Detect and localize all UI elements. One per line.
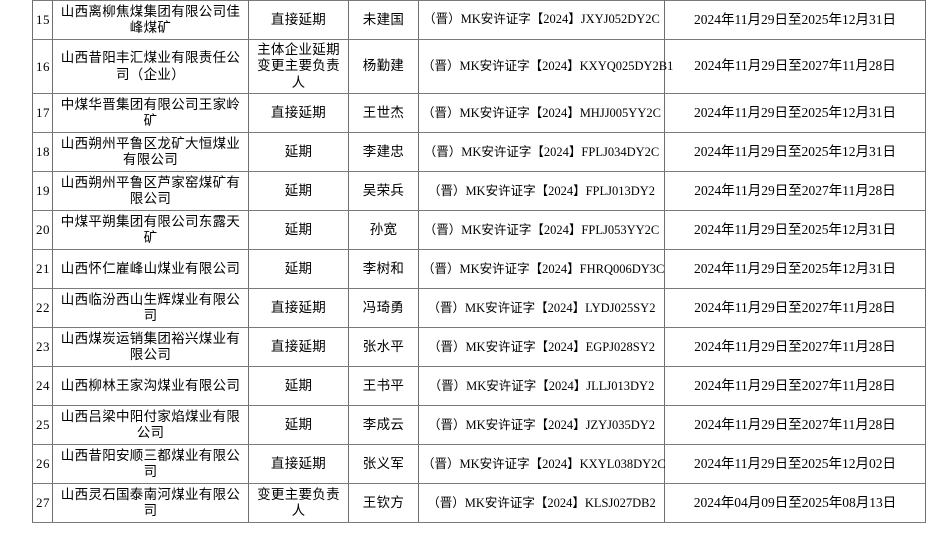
cell-permit-number: （晋）MK安许证字【2024】KXYL038DY2C bbox=[418, 444, 666, 485]
table-row: 15 山西离柳焦煤集团有限公司佳峰煤矿 直接延期 未建国 （晋）MK安许证字【2… bbox=[32, 0, 926, 40]
cell-type: 延期 bbox=[248, 366, 349, 407]
cell-responsible-person: 冯琦勇 bbox=[348, 288, 419, 329]
table-row: 22 山西临汾西山生辉煤业有限公司 直接延期 冯琦勇 （晋）MK安许证字【202… bbox=[32, 288, 926, 329]
cell-enterprise-name: 中煤华晋集团有限公司王家岭矿 bbox=[52, 93, 249, 134]
cell-enterprise-name: 山西朔州平鲁区芦家窑煤矿有限公司 bbox=[52, 171, 249, 212]
cell-validity-period: 2024年11月29日至2027年11月28日 bbox=[664, 171, 926, 212]
cell-responsible-person: 张水平 bbox=[348, 327, 419, 368]
cell-validity-period: 2024年11月29日至2025年12月31日 bbox=[664, 0, 926, 40]
table-row: 20 中煤平朔集团有限公司东露天矿 延期 孙宽 （晋）MK安许证字【2024】F… bbox=[32, 210, 926, 251]
cell-enterprise-name: 山西昔阳丰汇煤业有限责任公司（企业） bbox=[52, 38, 249, 95]
cell-permit-number: （晋）MK安许证字【2024】MHJJ005YY2C bbox=[418, 93, 665, 134]
cell-validity-period: 2024年11月29日至2027年11月28日 bbox=[664, 38, 926, 95]
cell-type: 直接延期 bbox=[248, 93, 349, 134]
cell-permit-number: （晋）MK安许证字【2024】FPLJ053YY2C bbox=[418, 210, 665, 251]
cell-responsible-person: 李树和 bbox=[348, 249, 419, 290]
cell-permit-number: （晋）MK安许证字【2024】LYDJ025SY2 bbox=[418, 288, 665, 329]
cell-responsible-person: 李建忠 bbox=[348, 132, 419, 173]
coal-mine-permit-table: 15 山西离柳焦煤集团有限公司佳峰煤矿 直接延期 未建国 （晋）MK安许证字【2… bbox=[32, 0, 926, 524]
cell-index: 22 bbox=[32, 288, 53, 329]
cell-enterprise-name: 山西柳林王家沟煤业有限公司 bbox=[52, 366, 249, 407]
table-row: 16 山西昔阳丰汇煤业有限责任公司（企业） 主体企业延期 变更主要负责人 杨勤建 … bbox=[32, 38, 926, 95]
cell-permit-number: （晋）MK安许证字【2024】JLLJ013DY2 bbox=[418, 366, 665, 407]
cell-enterprise-name: 中煤平朔集团有限公司东露天矿 bbox=[52, 210, 249, 251]
cell-type: 延期 bbox=[248, 249, 349, 290]
cell-responsible-person: 张义军 bbox=[348, 444, 419, 485]
cell-responsible-person: 未建国 bbox=[348, 0, 419, 40]
cell-validity-period: 2024年11月29日至2027年11月28日 bbox=[664, 405, 926, 446]
cell-type: 延期 bbox=[248, 405, 349, 446]
cell-type: 延期 bbox=[248, 171, 349, 212]
table-row: 26 山西昔阳安顺三都煤业有限公司 直接延期 张义军 （晋）MK安许证字【202… bbox=[32, 444, 926, 485]
cell-index: 17 bbox=[32, 93, 53, 134]
cell-type: 直接延期 bbox=[248, 444, 349, 485]
cell-index: 27 bbox=[32, 483, 53, 524]
cell-validity-period: 2024年04月09日至2025年08月13日 bbox=[664, 483, 926, 524]
cell-type: 直接延期 bbox=[248, 0, 349, 40]
cell-validity-period: 2024年11月29日至2025年12月31日 bbox=[664, 132, 926, 173]
cell-index: 20 bbox=[32, 210, 53, 251]
cell-validity-period: 2024年11月29日至2025年12月31日 bbox=[664, 93, 926, 134]
cell-validity-period: 2024年11月29日至2025年12月02日 bbox=[664, 444, 926, 485]
cell-validity-period: 2024年11月29日至2027年11月28日 bbox=[664, 327, 926, 368]
cell-enterprise-name: 山西昔阳安顺三都煤业有限公司 bbox=[52, 444, 249, 485]
table-row: 18 山西朔州平鲁区龙矿大恒煤业有限公司 延期 李建忠 （晋）MK安许证字【20… bbox=[32, 132, 926, 173]
cell-responsible-person: 王书平 bbox=[348, 366, 419, 407]
cell-enterprise-name: 山西临汾西山生辉煤业有限公司 bbox=[52, 288, 249, 329]
cell-type: 直接延期 bbox=[248, 327, 349, 368]
cell-type: 变更主要负责人 bbox=[248, 483, 349, 524]
cell-index: 16 bbox=[32, 38, 53, 95]
table-row: 24 山西柳林王家沟煤业有限公司 延期 王书平 （晋）MK安许证字【2024】J… bbox=[32, 366, 926, 407]
cell-type: 主体企业延期 变更主要负责人 bbox=[248, 38, 349, 95]
table-row: 21 山西怀仁嵟峰山煤业有限公司 延期 李树和 （晋）MK安许证字【2024】F… bbox=[32, 249, 926, 290]
cell-validity-period: 2024年11月29日至2027年11月28日 bbox=[664, 366, 926, 407]
cell-permit-number: （晋）MK安许证字【2024】JZYJ035DY2 bbox=[418, 405, 665, 446]
cell-responsible-person: 杨勤建 bbox=[348, 38, 419, 95]
cell-type: 直接延期 bbox=[248, 288, 349, 329]
cell-index: 15 bbox=[32, 0, 53, 40]
cell-responsible-person: 李成云 bbox=[348, 405, 419, 446]
cell-permit-number: （晋）MK安许证字【2024】KLSJ027DB2 bbox=[418, 483, 665, 524]
cell-index: 24 bbox=[32, 366, 53, 407]
cell-index: 18 bbox=[32, 132, 53, 173]
cell-responsible-person: 孙宽 bbox=[348, 210, 419, 251]
cell-index: 25 bbox=[32, 405, 53, 446]
cell-type: 延期 bbox=[248, 132, 349, 173]
cell-enterprise-name: 山西吕梁中阳付家焰煤业有限公司 bbox=[52, 405, 249, 446]
cell-enterprise-name: 山西离柳焦煤集团有限公司佳峰煤矿 bbox=[52, 0, 249, 40]
cell-responsible-person: 吴荣兵 bbox=[348, 171, 419, 212]
table-row: 23 山西煤炭运销集团裕兴煤业有限公司 直接延期 张水平 （晋）MK安许证字【2… bbox=[32, 327, 926, 368]
cell-permit-number: （晋）MK安许证字【2024】FPLJ034DY2C bbox=[418, 132, 665, 173]
cell-validity-period: 2024年11月29日至2025年12月31日 bbox=[664, 249, 926, 290]
cell-responsible-person: 王世杰 bbox=[348, 93, 419, 134]
cell-permit-number: （晋）MK安许证字【2024】FHRQ006DY3C bbox=[418, 249, 665, 290]
table-row: 19 山西朔州平鲁区芦家窑煤矿有限公司 延期 吴荣兵 （晋）MK安许证字【202… bbox=[32, 171, 926, 212]
cell-enterprise-name: 山西灵石国泰南河煤业有限公司 bbox=[52, 483, 249, 524]
cell-index: 19 bbox=[32, 171, 53, 212]
table-row: 25 山西吕梁中阳付家焰煤业有限公司 延期 李成云 （晋）MK安许证字【2024… bbox=[32, 405, 926, 446]
cell-permit-number: （晋）MK安许证字【2024】EGPJ028SY2 bbox=[418, 327, 665, 368]
cell-validity-period: 2024年11月29日至2025年12月31日 bbox=[664, 210, 926, 251]
cell-enterprise-name: 山西怀仁嵟峰山煤业有限公司 bbox=[52, 249, 249, 290]
cell-permit-number: （晋）MK安许证字【2024】JXYJ052DY2C bbox=[418, 0, 665, 40]
cell-enterprise-name: 山西朔州平鲁区龙矿大恒煤业有限公司 bbox=[52, 132, 249, 173]
cell-permit-number: （晋）MK安许证字【2024】FPLJ013DY2 bbox=[418, 171, 665, 212]
table-row: 17 中煤华晋集团有限公司王家岭矿 直接延期 王世杰 （晋）MK安许证字【202… bbox=[32, 93, 926, 134]
cell-validity-period: 2024年11月29日至2027年11月28日 bbox=[664, 288, 926, 329]
cell-index: 26 bbox=[32, 444, 53, 485]
table-body: 15 山西离柳焦煤集团有限公司佳峰煤矿 直接延期 未建国 （晋）MK安许证字【2… bbox=[32, 0, 926, 524]
cell-enterprise-name: 山西煤炭运销集团裕兴煤业有限公司 bbox=[52, 327, 249, 368]
cell-permit-number: （晋）MK安许证字【2024】KXYQ025DY2B1 bbox=[418, 38, 673, 95]
cell-type: 延期 bbox=[248, 210, 349, 251]
table-row: 27 山西灵石国泰南河煤业有限公司 变更主要负责人 王钦方 （晋）MK安许证字【… bbox=[32, 483, 926, 524]
cell-responsible-person: 王钦方 bbox=[348, 483, 419, 524]
cell-index: 23 bbox=[32, 327, 53, 368]
cell-index: 21 bbox=[32, 249, 53, 290]
